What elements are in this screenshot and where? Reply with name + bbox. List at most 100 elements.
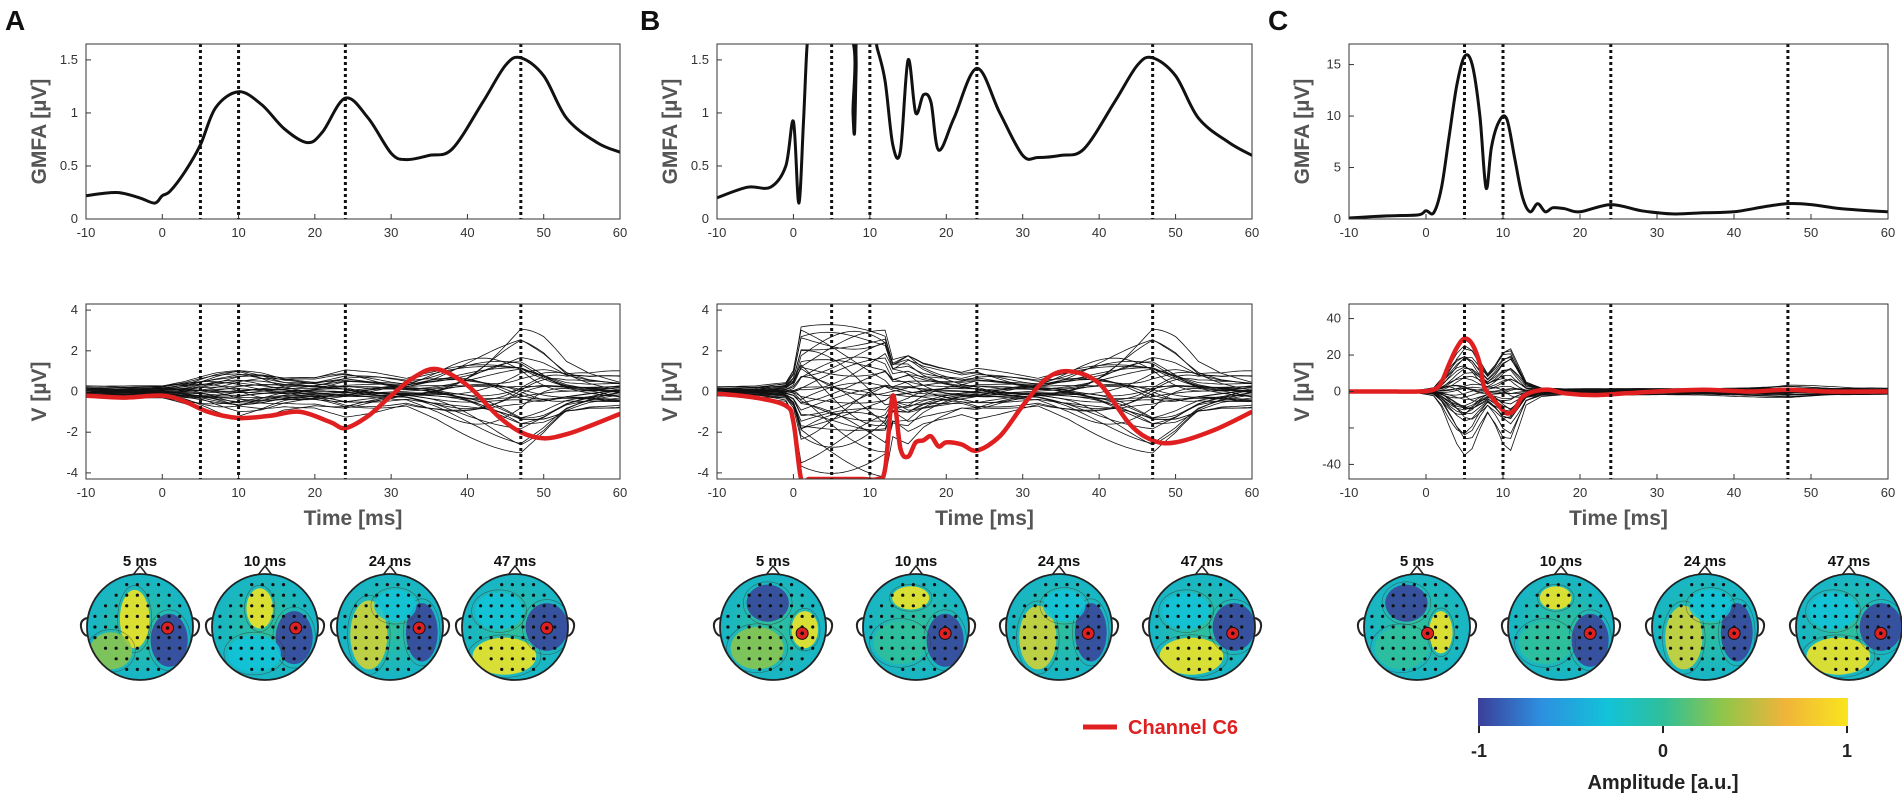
electrode-dot xyxy=(932,667,937,672)
electrode-dot xyxy=(468,625,472,629)
electrode-dot xyxy=(1086,593,1090,597)
electrode-dot xyxy=(260,646,264,650)
electrode-dot xyxy=(1187,614,1191,619)
electrode-dot xyxy=(1229,614,1233,619)
channel-trace xyxy=(717,329,1252,395)
topo-contour xyxy=(889,584,933,612)
channel-trace xyxy=(1349,391,1888,452)
electrode-dot xyxy=(468,636,472,640)
electrode-dot xyxy=(789,593,794,597)
electrode-dot xyxy=(1208,625,1212,629)
x-tick-label: 10 xyxy=(231,225,245,240)
electrode-dot xyxy=(417,646,421,650)
electrode-dot xyxy=(353,646,358,650)
electrode-dot xyxy=(768,583,772,587)
topo-blob xyxy=(246,588,273,629)
electrode-dot xyxy=(1887,604,1891,608)
head-nose xyxy=(908,564,924,576)
topoplot-time-label: 47 ms xyxy=(1181,553,1224,570)
electrode-dot xyxy=(114,604,118,608)
head-ear-right xyxy=(825,617,834,637)
head-nose xyxy=(132,564,148,576)
x-tick-label: 30 xyxy=(1650,225,1664,240)
channel-trace xyxy=(1349,356,1888,393)
electrode-dot xyxy=(1229,646,1233,650)
electrode-dot xyxy=(135,657,139,661)
electrode-dot xyxy=(178,646,182,650)
electrode-dot xyxy=(1044,667,1048,672)
electrode-dot xyxy=(922,625,926,629)
electrode-dot xyxy=(1391,625,1395,629)
electrode-dot xyxy=(1402,657,1406,661)
electrode-dot xyxy=(417,636,421,640)
topo-blob xyxy=(1689,589,1732,622)
electrode-dot xyxy=(417,614,421,619)
electrode-dot xyxy=(1514,625,1518,629)
electrode-dot xyxy=(758,636,762,640)
electrode-dot xyxy=(922,667,926,672)
electrode-dot xyxy=(1535,614,1539,619)
electrode-dot xyxy=(1097,646,1101,650)
topo-contour xyxy=(1662,600,1706,675)
channel-trace xyxy=(717,385,1252,425)
channel-trace xyxy=(86,366,620,394)
channel-c6-dot xyxy=(1230,631,1235,636)
electrode-dot xyxy=(1721,614,1726,619)
electrode-dot xyxy=(1044,636,1048,640)
electrode-dot xyxy=(1546,667,1550,672)
electrode-dot xyxy=(1658,625,1662,629)
electrode-dot xyxy=(1370,636,1374,640)
electrode-dot xyxy=(146,604,150,608)
electrode-dot xyxy=(396,593,400,597)
head-ear-right xyxy=(968,617,977,637)
colorbar-tick-min: -1 xyxy=(1471,741,1487,761)
electrode-dot xyxy=(1218,625,1223,629)
electrode-dot xyxy=(736,625,741,629)
electrode-dot xyxy=(1556,593,1560,597)
electrode-dot xyxy=(1700,646,1704,650)
topo-contour xyxy=(743,581,793,625)
topo-blob xyxy=(1665,605,1703,670)
x-tick-label: 50 xyxy=(1804,225,1818,240)
electrode-dot xyxy=(271,636,275,640)
electrode-dot xyxy=(779,636,783,640)
topoplot-row: 5 ms 10 ms 24 ms 47 ms 5 ms 10 ms 24 ms 47 ms 5 … xyxy=(79,553,1902,681)
electrode-dot xyxy=(1812,625,1817,629)
topoplot: 24 ms xyxy=(998,553,1120,681)
y-tick-label: 2 xyxy=(702,343,709,358)
electrode-dot xyxy=(1588,593,1592,597)
electrode-dot xyxy=(364,646,368,650)
electrode-dot xyxy=(1380,636,1385,640)
electrode-dot xyxy=(1065,625,1069,629)
channel-trace xyxy=(717,376,1252,425)
y-tick-label: 1.5 xyxy=(691,52,709,67)
topo-contour xyxy=(1072,598,1110,667)
electrode-dot xyxy=(758,667,762,672)
electrode-dot xyxy=(239,625,243,629)
x-tick-label: 50 xyxy=(536,225,550,240)
electrode-dot xyxy=(779,657,783,661)
axes-box xyxy=(716,43,1253,220)
electrode-dot xyxy=(1711,604,1715,608)
electrode-dot xyxy=(890,636,894,640)
electrode-dot xyxy=(1065,657,1069,661)
electrode-dot xyxy=(510,646,514,650)
y-axis-label: V [µV] xyxy=(28,362,51,422)
electrode-dot xyxy=(375,636,379,640)
topo-blob xyxy=(374,589,417,622)
electrode-dot xyxy=(93,636,97,640)
electrode-dot xyxy=(901,625,905,629)
electrode-dot xyxy=(553,646,557,650)
topoplot-time-label: 10 ms xyxy=(895,553,938,570)
x-tick-label: 50 xyxy=(1168,485,1182,500)
electrode-dot xyxy=(1044,604,1048,608)
electrode-dot xyxy=(800,614,804,619)
gmfa-line xyxy=(1349,53,1888,219)
electrode-dot xyxy=(125,657,129,661)
electrode-dot xyxy=(239,636,243,640)
electrode-dot xyxy=(114,646,118,650)
x-tick-label: 60 xyxy=(1245,485,1259,500)
topoplot: 10 ms xyxy=(855,553,977,681)
electrode-dot xyxy=(1197,646,1201,650)
electrode-dot xyxy=(1208,657,1212,661)
